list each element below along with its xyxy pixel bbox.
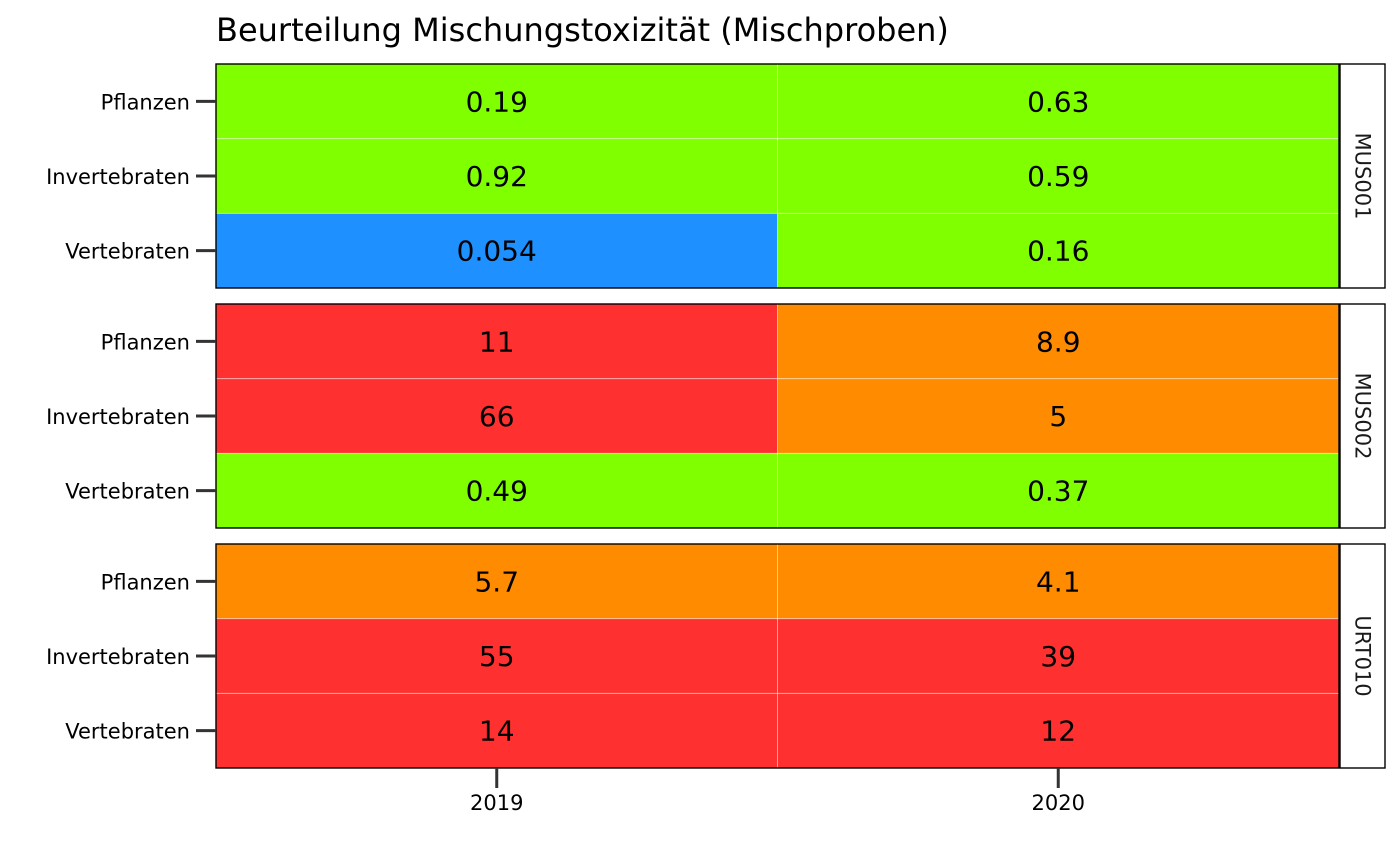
- facet-strip: [1339, 543, 1386, 769]
- chart-title: Beurteilung Mischungstoxizität (Mischpro…: [216, 11, 949, 49]
- y-tick-label: Pflanzen: [101, 330, 190, 354]
- facet-strip: [1339, 63, 1386, 289]
- y-tick-label: Invertebraten: [46, 645, 190, 669]
- cell-value-label: 0.19: [466, 85, 528, 118]
- y-tick-label: Vertebraten: [65, 240, 190, 264]
- heatmap-cell: [777, 544, 1339, 619]
- heatmap-cell: [777, 618, 1339, 694]
- cell-value-label: 0.63: [1027, 85, 1089, 118]
- heatmap-cell: [777, 138, 1339, 214]
- x-tick-label: 2020: [1032, 791, 1085, 815]
- cell-value-label: 0.92: [466, 160, 528, 193]
- cell-value-label: 11: [479, 325, 515, 358]
- facet-mus001: 0.19 0.63 0.92 0.59 0.054 0.16 Pflanzen Inverte…: [46, 63, 1386, 289]
- cell-value-label: 0.16: [1027, 235, 1089, 268]
- heatmap-cell: [216, 544, 778, 619]
- x-axis: 2019 2020: [470, 768, 1085, 815]
- facet-urt010: 5.7 4.1 55 39 14 12 Pflanzen Invertebraten Verte…: [46, 543, 1386, 769]
- cell-value-label: 5.7: [474, 565, 519, 598]
- heatmap-cell: [216, 453, 778, 528]
- heatmap-cell: [216, 213, 778, 288]
- cell-value-label: 0.054: [457, 235, 537, 268]
- heatmap-cell: [216, 618, 778, 694]
- heatmap-cell: [216, 304, 778, 379]
- facet-strip-label: MUS002: [1351, 373, 1375, 460]
- cell-value-label: 55: [479, 640, 515, 673]
- heatmap-cell: [216, 378, 778, 454]
- y-tick-label: Pflanzen: [101, 90, 190, 114]
- facet-mus002: 11 8.9 66 5 0.49 0.37 Pflanzen Invertebraten Ver…: [46, 303, 1386, 529]
- heatmap-cell: [777, 304, 1339, 379]
- cell-value-label: 4.1: [1036, 565, 1081, 598]
- heatmap-cell: [216, 693, 778, 768]
- heatmap-cell: [777, 378, 1339, 454]
- facet-panels: 0.19 0.63 0.92 0.59 0.054 0.16 Pflanzen Inverte…: [46, 63, 1386, 769]
- y-tick-label: Invertebraten: [46, 405, 190, 429]
- facet-strip: [1339, 303, 1386, 529]
- cell-value-label: 39: [1040, 640, 1076, 673]
- y-tick-label: Vertebraten: [65, 480, 190, 504]
- heatmap-cell: [777, 693, 1339, 768]
- heatmap-cell: [216, 138, 778, 214]
- cell-value-label: 12: [1040, 715, 1076, 748]
- x-tick-label: 2019: [470, 791, 523, 815]
- cell-value-label: 0.49: [466, 475, 528, 508]
- cell-value-label: 5: [1049, 400, 1067, 433]
- heatmap-cell: [777, 453, 1339, 528]
- y-tick-label: Pflanzen: [101, 570, 190, 594]
- heatmap-cell: [777, 64, 1339, 139]
- facet-strip-label: URT010: [1351, 615, 1375, 696]
- cell-value-label: 66: [479, 400, 515, 433]
- cell-value-label: 0.37: [1027, 475, 1089, 508]
- facet-strip-label: MUS001: [1351, 133, 1375, 220]
- y-tick-label: Vertebraten: [65, 720, 190, 744]
- heatmap-cell: [216, 64, 778, 139]
- y-tick-label: Invertebraten: [46, 165, 190, 189]
- heatmap-cell: [777, 213, 1339, 288]
- cell-value-label: 14: [479, 715, 515, 748]
- cell-value-label: 8.9: [1036, 325, 1081, 358]
- cell-value-label: 0.59: [1027, 160, 1089, 193]
